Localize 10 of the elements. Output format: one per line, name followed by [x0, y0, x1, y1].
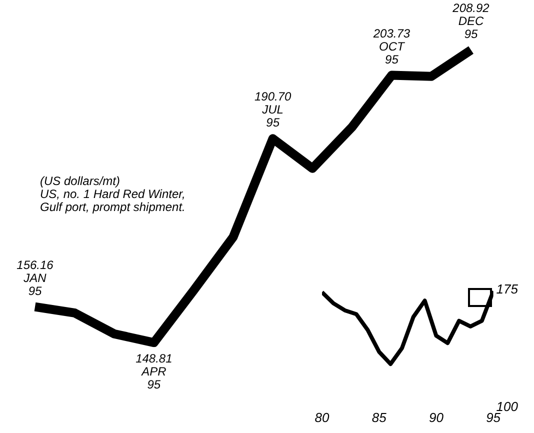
data-label: 190.70 JUL 95: [254, 90, 292, 130]
data-label: 156.16 JAN 95: [16, 258, 54, 298]
data-label: 208.92 DEC 95: [452, 1, 490, 41]
annotation: (US dollars/mt) US, no. 1 Hard Red Winter, Gulf port, prompt shipment.: [40, 174, 186, 214]
x-tick-label: 90: [428, 410, 444, 425]
x-tick-label: 85: [372, 410, 388, 425]
data-label: 148.81 APR 95: [136, 352, 172, 392]
x-tick-label: 80: [314, 410, 330, 425]
data-label: 203.73 OCT 95: [372, 26, 410, 66]
y-tick-label: 175: [496, 282, 519, 297]
